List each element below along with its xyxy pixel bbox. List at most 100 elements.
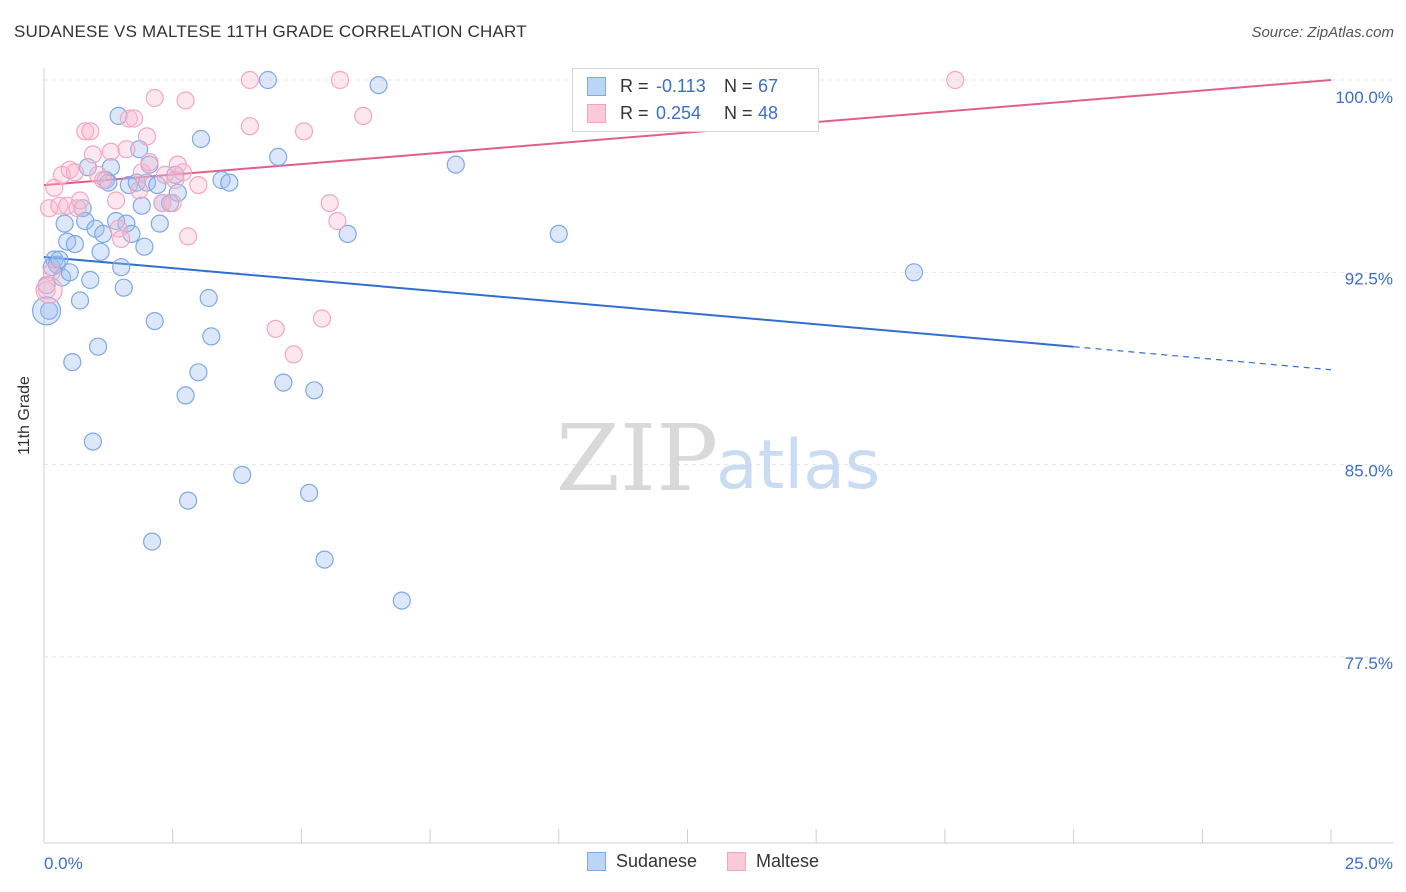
sudanese-point bbox=[199, 288, 218, 308]
maltese-point bbox=[81, 122, 100, 141]
maltese-point bbox=[119, 109, 138, 128]
maltese-point bbox=[354, 106, 373, 126]
sudanese-point bbox=[300, 483, 319, 502]
sudanese-point bbox=[189, 363, 208, 382]
sudanese-trend-line bbox=[43, 255, 1074, 348]
maltese-point bbox=[166, 170, 185, 190]
maltese-point bbox=[240, 70, 259, 90]
sudanese-point bbox=[446, 155, 465, 174]
y-axis-label: 11th Grade bbox=[16, 376, 33, 455]
sudanese-point bbox=[338, 224, 357, 243]
sudanese-point bbox=[315, 550, 334, 569]
sudanese-point bbox=[305, 381, 324, 400]
n-label: N = bbox=[724, 102, 753, 123]
watermark: ZIP atlas bbox=[556, 405, 880, 512]
watermark-atlas: atlas bbox=[716, 426, 880, 505]
maltese-point bbox=[37, 281, 56, 300]
sudanese-point bbox=[269, 147, 288, 166]
trend-lines bbox=[43, 79, 1332, 371]
sudanese-point bbox=[202, 327, 221, 346]
n-value: 67 bbox=[758, 75, 779, 96]
chart-title: SUDANESE VS MALTESE 11TH GRADE CORRELATI… bbox=[14, 22, 527, 41]
maltese-point bbox=[50, 196, 69, 215]
legend: Sudanese Maltese bbox=[0, 851, 1406, 872]
maltese-point bbox=[320, 194, 339, 213]
y-tick-label: 77.5% bbox=[1345, 654, 1393, 673]
maltese-point bbox=[109, 219, 128, 238]
sudanese-point bbox=[60, 263, 79, 282]
maltese-point bbox=[65, 163, 85, 182]
maltese-point bbox=[76, 122, 95, 141]
sudanese-point bbox=[135, 237, 154, 256]
legend-label: Sudanese bbox=[615, 851, 698, 871]
sudanese-legend-swatch bbox=[586, 852, 606, 871]
sudanese-point bbox=[132, 196, 151, 215]
stats-box: R = -0.113 N = 67 R = 0.254 N = 48 bbox=[572, 68, 819, 132]
sudanese-point bbox=[369, 75, 388, 95]
sudanese-point bbox=[81, 270, 100, 290]
sudanese-point bbox=[143, 532, 162, 551]
sudanese-point bbox=[150, 214, 169, 233]
n-label: N = bbox=[724, 75, 753, 96]
legend-label: Maltese bbox=[756, 851, 820, 871]
maltese-point bbox=[294, 122, 314, 141]
maltese-point bbox=[137, 127, 157, 146]
maltese-point bbox=[163, 194, 182, 213]
maltese-point bbox=[112, 229, 131, 249]
sudanese-point bbox=[99, 173, 118, 192]
n-value: 48 bbox=[758, 102, 779, 123]
y-tick-label: 100.0% bbox=[1335, 88, 1393, 107]
gridlines bbox=[44, 79, 1393, 658]
maltese-point bbox=[117, 140, 136, 159]
data-points bbox=[31, 70, 965, 610]
maltese-point bbox=[125, 109, 144, 128]
sudanese-point bbox=[114, 278, 133, 297]
sudanese-point bbox=[31, 296, 62, 326]
sudanese-point bbox=[55, 214, 74, 233]
sudanese-trend-extension bbox=[1073, 346, 1332, 371]
maltese-point bbox=[189, 176, 208, 195]
axes bbox=[43, 68, 1393, 844]
maltese-point bbox=[101, 142, 121, 161]
watermark-zip: ZIP bbox=[556, 405, 718, 512]
maltese-point bbox=[35, 276, 63, 304]
sudanese-point bbox=[112, 258, 131, 277]
maltese-swatch bbox=[587, 103, 606, 123]
sudanese-point bbox=[109, 106, 128, 126]
maltese-point bbox=[106, 191, 126, 210]
maltese-legend-swatch bbox=[727, 852, 747, 871]
legend-item-sudanese[interactable]: Sudanese bbox=[586, 851, 698, 872]
maltese-point bbox=[145, 88, 164, 108]
sudanese-point bbox=[191, 129, 211, 149]
y-tick-label: 92.5% bbox=[1345, 269, 1393, 288]
x-tick-label: 0.0% bbox=[44, 854, 83, 873]
sudanese-point bbox=[91, 242, 110, 261]
sudanese-point bbox=[148, 176, 167, 195]
maltese-point bbox=[155, 165, 175, 184]
sudanese-point bbox=[63, 353, 82, 372]
sudanese-point bbox=[176, 386, 195, 405]
sudanese-point bbox=[274, 373, 293, 392]
tick-labels: 77.5% 85.0% 92.5% 100.0% 0.0% 25.0% bbox=[44, 88, 1393, 873]
sudanese-point bbox=[258, 70, 277, 90]
r-value: -0.113 bbox=[656, 75, 706, 96]
maltese-point bbox=[240, 117, 259, 136]
maltese-point bbox=[330, 70, 350, 90]
sudanese-point bbox=[83, 432, 103, 451]
sudanese-point bbox=[145, 312, 164, 331]
maltese-point bbox=[153, 194, 172, 213]
maltese-point bbox=[140, 153, 159, 172]
sudanese-swatch bbox=[587, 76, 606, 96]
maltese-point bbox=[173, 163, 193, 182]
sudanese-point bbox=[904, 263, 924, 282]
sudanese-point bbox=[65, 235, 85, 254]
sudanese-point bbox=[233, 465, 252, 484]
maltese-point bbox=[946, 70, 965, 90]
source-label: Source: ZipAtlas.com bbox=[1251, 24, 1394, 41]
maltese-point bbox=[176, 91, 195, 110]
stats-row-maltese: R = 0.254 N = 48 bbox=[587, 102, 778, 124]
maltese-point bbox=[179, 227, 198, 246]
legend-item-maltese[interactable]: Maltese bbox=[727, 851, 819, 872]
sudanese-point bbox=[392, 591, 411, 610]
maltese-point bbox=[70, 191, 90, 210]
